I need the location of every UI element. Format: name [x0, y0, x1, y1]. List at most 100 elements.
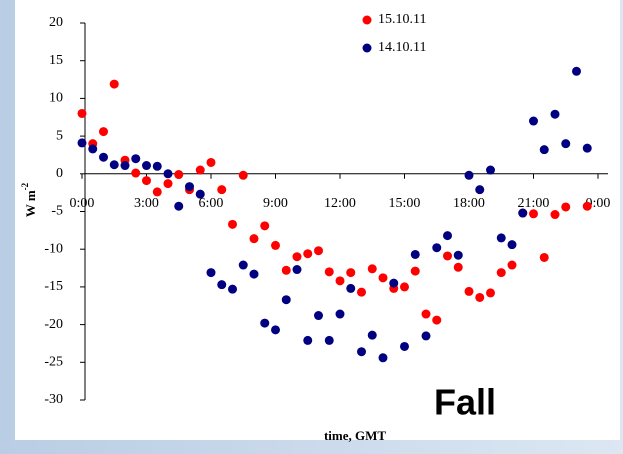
point	[357, 347, 366, 357]
point	[443, 231, 452, 241]
point	[120, 161, 130, 171]
point	[550, 109, 560, 119]
point	[400, 282, 409, 292]
point	[271, 240, 280, 250]
point	[346, 268, 356, 278]
point	[109, 160, 119, 170]
point	[582, 143, 592, 153]
point	[131, 168, 141, 178]
point	[550, 210, 560, 220]
point	[163, 179, 173, 189]
y-tick-label: -25	[44, 355, 63, 370]
point	[507, 260, 517, 270]
point	[281, 265, 291, 275]
point	[88, 144, 98, 154]
point	[281, 295, 291, 305]
point	[486, 288, 495, 298]
y-tick-label: 0	[56, 166, 63, 181]
point	[432, 243, 442, 253]
y-tick-label: -20	[44, 317, 63, 332]
point	[464, 286, 474, 296]
point	[421, 331, 431, 341]
y-tick-label: 5	[56, 128, 63, 143]
point	[561, 139, 571, 149]
point	[518, 208, 528, 218]
x-tick-label: 9:00	[263, 196, 288, 211]
point	[443, 251, 452, 261]
point	[195, 189, 205, 199]
point	[572, 66, 581, 76]
point	[217, 185, 227, 195]
point	[292, 265, 302, 275]
y-tick-label: 10	[49, 91, 63, 106]
point	[314, 246, 323, 256]
y-tick-label: -15	[44, 279, 63, 294]
point	[206, 157, 216, 167]
point	[131, 154, 141, 164]
legend-marker	[362, 15, 372, 25]
point	[582, 201, 592, 211]
point	[464, 170, 474, 180]
point	[238, 260, 248, 270]
point	[475, 185, 485, 195]
point	[142, 161, 151, 171]
point	[421, 309, 431, 319]
point	[539, 145, 549, 155]
plot-background	[15, 0, 620, 440]
point	[453, 250, 463, 260]
point	[142, 176, 151, 186]
point	[346, 283, 356, 293]
point	[324, 335, 334, 345]
y-axis-label-sup: -2	[20, 182, 30, 190]
point	[410, 266, 420, 276]
point	[77, 108, 87, 118]
point	[335, 276, 345, 286]
point	[378, 273, 388, 283]
y-tick-label: 20	[49, 15, 63, 30]
point	[303, 335, 313, 345]
x-tick-label: 21:00	[518, 196, 550, 211]
point	[174, 201, 184, 211]
point	[206, 268, 216, 278]
point	[561, 202, 571, 212]
legend-label: 14.10.11	[378, 40, 426, 55]
point	[260, 221, 270, 231]
point	[238, 170, 248, 180]
point	[432, 315, 442, 325]
point	[529, 116, 538, 126]
x-tick-label: 12:00	[324, 196, 356, 211]
y-tick-label: 15	[49, 53, 63, 68]
point	[152, 161, 162, 171]
point	[378, 353, 388, 363]
point	[249, 269, 259, 279]
point	[217, 280, 227, 290]
point	[99, 152, 108, 162]
point	[228, 284, 237, 294]
y-tick-label: -30	[44, 392, 63, 407]
legend-marker	[362, 43, 372, 53]
point	[367, 330, 377, 340]
point	[185, 182, 194, 192]
y-axis-label: W m-2	[20, 182, 38, 217]
legend-label: 15.10.11	[378, 12, 426, 27]
point	[335, 309, 345, 319]
point	[99, 127, 108, 137]
point	[400, 341, 409, 351]
point	[496, 233, 506, 243]
point	[195, 165, 205, 175]
point	[357, 287, 366, 297]
point	[260, 318, 270, 328]
point	[271, 325, 280, 335]
point	[174, 170, 184, 180]
point	[314, 311, 323, 321]
x-tick-label: 18:00	[453, 196, 485, 211]
y-axis-label-text: W m	[23, 190, 38, 217]
point	[529, 209, 538, 219]
point	[486, 165, 495, 175]
point	[249, 234, 259, 244]
x-tick-label: 3:00	[134, 196, 159, 211]
y-tick-label: -5	[51, 204, 63, 219]
y-tick-label: -10	[44, 241, 63, 256]
